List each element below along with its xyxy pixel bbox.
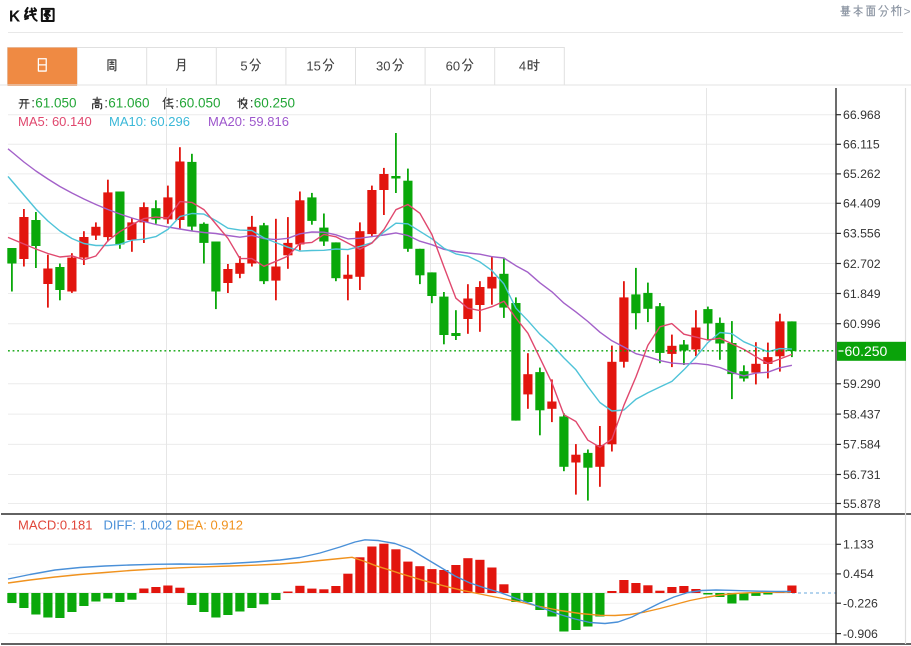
- svg-text:59.290: 59.290: [843, 377, 881, 391]
- svg-text:62.702: 62.702: [843, 257, 881, 271]
- svg-text::: :: [31, 96, 35, 111]
- svg-text:60.996: 60.996: [843, 317, 881, 331]
- svg-text:66.968: 66.968: [843, 108, 881, 122]
- svg-text:4: 4: [519, 58, 526, 73]
- svg-text:-0.906: -0.906: [843, 627, 878, 641]
- svg-text:58.437: 58.437: [843, 407, 881, 421]
- svg-text:57.584: 57.584: [843, 438, 881, 452]
- svg-text::: :: [250, 96, 254, 111]
- svg-text:1.133: 1.133: [843, 538, 874, 552]
- svg-text:MACD:0.181: MACD:0.181: [18, 518, 92, 533]
- svg-text:64.409: 64.409: [843, 197, 881, 211]
- svg-text:DEA: 0.912: DEA: 0.912: [177, 518, 244, 533]
- svg-text:MA20: 59.816: MA20: 59.816: [208, 114, 289, 129]
- svg-text:65.262: 65.262: [843, 167, 881, 181]
- svg-text:63.556: 63.556: [843, 227, 881, 241]
- svg-text:61.050: 61.050: [35, 96, 76, 111]
- svg-text:>: >: [904, 5, 911, 19]
- svg-text:55.878: 55.878: [843, 497, 881, 511]
- svg-text:61.849: 61.849: [843, 287, 881, 301]
- svg-text:-0.226: -0.226: [843, 597, 878, 611]
- svg-text:60.250: 60.250: [254, 96, 295, 111]
- svg-text:60.050: 60.050: [179, 96, 220, 111]
- svg-text:MA10: 60.296: MA10: 60.296: [109, 114, 190, 129]
- svg-text:60: 60: [446, 58, 460, 73]
- svg-text:30: 30: [376, 58, 390, 73]
- svg-text:0.454: 0.454: [843, 567, 874, 581]
- svg-text:56.731: 56.731: [843, 468, 881, 482]
- svg-text:MA5: 60.140: MA5: 60.140: [18, 114, 92, 129]
- svg-text:DIFF: 1.002: DIFF: 1.002: [104, 518, 173, 533]
- svg-text:15: 15: [306, 58, 320, 73]
- svg-text:K: K: [9, 9, 21, 26]
- svg-text::: :: [104, 96, 108, 111]
- svg-text::: :: [175, 96, 179, 111]
- svg-text:61.060: 61.060: [108, 96, 149, 111]
- svg-text:66.115: 66.115: [843, 138, 880, 152]
- svg-text:60.250: 60.250: [845, 343, 888, 359]
- svg-text:5: 5: [240, 58, 247, 73]
